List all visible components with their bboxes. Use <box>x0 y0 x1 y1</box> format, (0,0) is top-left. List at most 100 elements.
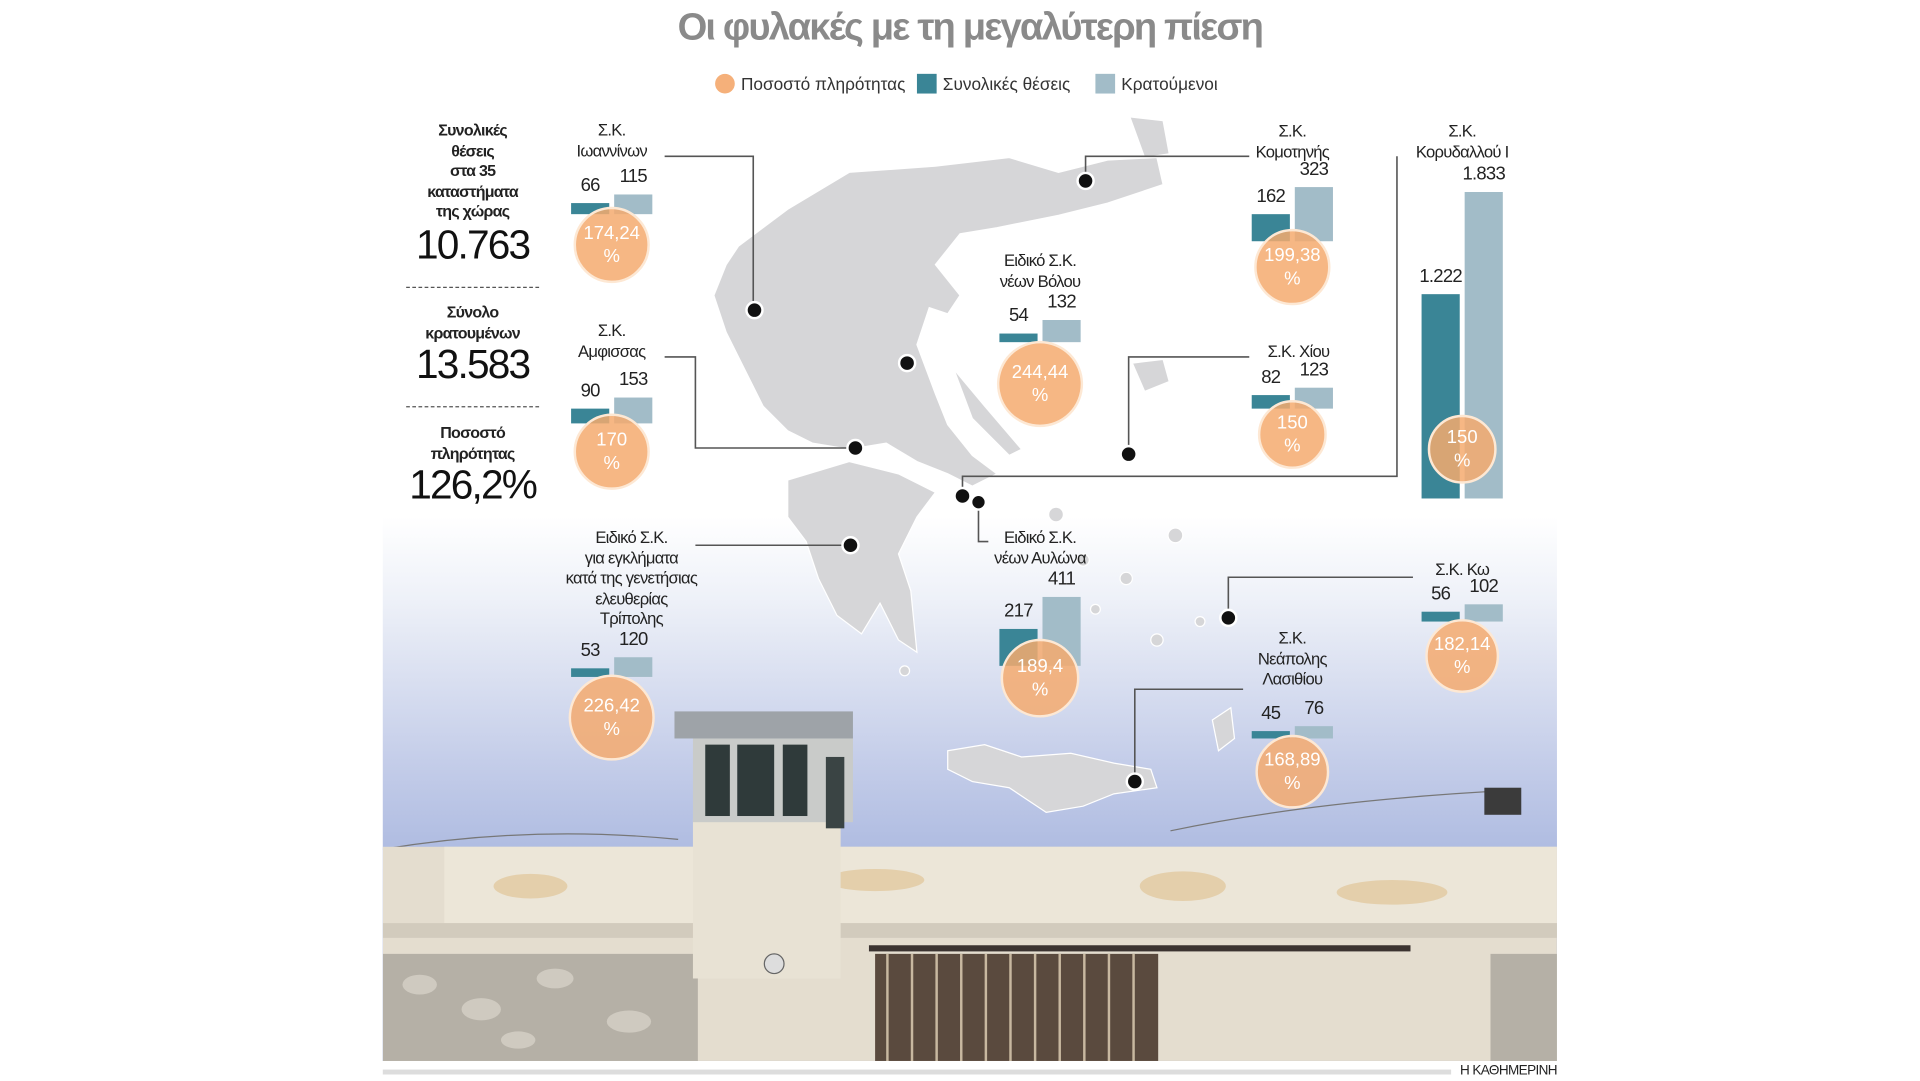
rhodes <box>1211 706 1236 752</box>
marker-chios <box>1119 444 1138 464</box>
capacity-value-label: 90 <box>580 380 601 401</box>
occupancy-value: 199,38 <box>1264 244 1321 266</box>
occupancy-circle: 150% <box>1427 414 1497 484</box>
inmates-value-label: 132 <box>1047 291 1076 313</box>
legend-item-occupancy: Ποσοστό πληρότητας <box>715 73 905 94</box>
occupancy-circle: 150% <box>1257 400 1327 469</box>
capacity-value-label: 82 <box>1261 366 1281 388</box>
prison-name: Σ.Κ. Ιωαννίνων <box>489 121 735 162</box>
marker-komotini <box>1076 171 1095 191</box>
prison-name-line: Ειδικό Σ.Κ. <box>1003 528 1077 547</box>
inmates-label: Σύνολο κρατουμένων <box>406 303 539 344</box>
prison-name: Σ.Κ. Κομοτηνής <box>1169 122 1415 163</box>
capacity-value-label: 53 <box>580 639 601 661</box>
occupancy-value: 150 <box>1276 412 1308 434</box>
prison-name: Ειδικό Σ.Κ. νέων Αυλώνα <box>917 528 1163 569</box>
legend-item-inmates: Κρατούμενοι <box>1095 73 1218 94</box>
prison-name-line: νέων Βόλου <box>999 271 1081 290</box>
capacity-value: 10.763 <box>416 221 531 268</box>
occupancy-value: 150 <box>1446 427 1478 449</box>
inmates-value-label: 153 <box>618 369 648 391</box>
occupancy-label: Ποσοστό πληρότητας <box>406 423 539 464</box>
prison-name-line: Ειδικό Σ.Κ. <box>1003 251 1077 270</box>
legend-item-capacity: Συνολικές θέσεις <box>916 73 1071 94</box>
prison-name-line: Σ.Κ. <box>1278 628 1307 648</box>
occupancy-value: 182,14 <box>1433 633 1491 655</box>
legend-circle-icon <box>715 73 735 94</box>
inmates-bar <box>1464 604 1503 622</box>
prison-name: Σ.Κ. Κορυδαλλού Ι <box>1339 122 1585 163</box>
prison-name: Ειδικό Σ.Κ. για εγκλήματα κατά της γενετήσ… <box>508 528 754 630</box>
marker-avlona <box>969 493 988 511</box>
percent-sign: % <box>1453 450 1471 472</box>
inmates-value-label: 102 <box>1469 576 1499 598</box>
prison-name-line: για εγκλήματα <box>584 548 679 567</box>
inmates-value-label: 120 <box>618 628 648 650</box>
capacity-value-label: 1.222 <box>1419 265 1462 287</box>
prison-wall-illustration <box>382 711 1557 1061</box>
marker-tripoli <box>841 536 860 555</box>
prison-name-line: Τρίπολης <box>599 609 664 628</box>
capacity-value-label: 56 <box>1431 583 1451 605</box>
inmates-bar <box>1294 725 1333 739</box>
prison-name-line: Σ.Κ. <box>1278 121 1307 141</box>
label-line: θέσεις <box>451 140 494 160</box>
label-line: της χώρας <box>435 201 510 221</box>
occupancy-value: 170 <box>596 429 628 451</box>
prison-name-line: Σ.Κ. Χίου <box>1267 342 1330 361</box>
divider <box>406 406 540 408</box>
lesvos <box>1131 358 1171 393</box>
occupancy-value: 244,44 <box>1011 361 1069 383</box>
capacity-value-label: 45 <box>1261 702 1281 724</box>
label-line: πληρότητας <box>430 443 516 463</box>
inmates-value-label: 76 <box>1304 697 1324 719</box>
capacity-bar <box>999 333 1038 343</box>
prison-name-line: Λασιθίου <box>1262 669 1323 689</box>
occupancy-circle: 199,38% <box>1254 228 1331 306</box>
prison-name: Σ.Κ. Κω <box>1339 560 1585 580</box>
percent-sign: % <box>1031 679 1049 701</box>
percent-sign: % <box>603 246 620 268</box>
mainland-greece <box>713 156 1164 487</box>
inmates-value-label: 323 <box>1299 158 1329 180</box>
occupancy-circle: 226,42% <box>568 674 655 761</box>
occupancy-circle: 168,89% <box>1255 734 1330 809</box>
occupancy-circle: 170% <box>573 413 650 490</box>
location-markers <box>745 171 1238 791</box>
chart-title: Οι φυλακές με τη μεγαλύτερη πίεση <box>677 4 1264 49</box>
capacity-bar <box>1251 730 1290 739</box>
inmates-bar <box>1042 320 1081 343</box>
prison-name-line: νέων Αυλώνα <box>994 548 1086 567</box>
occupancy-circle: 244,44% <box>996 340 1084 428</box>
capacity-value-label: 217 <box>1004 601 1033 623</box>
capacity-label: Συνολικές θέσεις στα 35 καταστήματα της … <box>406 121 539 223</box>
inmates-bar <box>614 656 653 677</box>
footer-rule <box>382 1069 1452 1075</box>
prison-name-line: Σ.Κ. <box>597 321 626 340</box>
publisher-credit: Η ΚΑΘΗΜΕΡΙΝΗ <box>1460 1063 1558 1079</box>
inmates-value-label: 123 <box>1299 359 1329 381</box>
legend-square-icon <box>1095 73 1116 94</box>
occupancy-value: 189,4 <box>1016 656 1064 677</box>
marker-volos <box>897 353 917 373</box>
legend-label: Συνολικές θέσεις <box>942 73 1071 94</box>
prison-name-line: Σ.Κ. <box>597 120 626 140</box>
marker-kos <box>1219 608 1238 628</box>
prison-photo-background <box>382 516 1557 1061</box>
occupancy-value: 226,42 <box>583 695 640 717</box>
label-line: Συνολικές <box>438 120 507 140</box>
percent-sign: % <box>603 452 620 474</box>
capacity-bar <box>571 203 610 215</box>
capacity-value-label: 162 <box>1256 185 1286 207</box>
prison-name-line: Αμφισσας <box>578 341 646 361</box>
prison-name-line: Κομοτηνής <box>1255 142 1330 161</box>
inmates-value: 13.583 <box>416 340 531 387</box>
label-line: στα 35 <box>449 161 496 180</box>
occupancy-value: 168,89 <box>1264 749 1321 771</box>
inmates-value-label: 411 <box>1047 568 1076 590</box>
prison-name-line: ελευθερίας <box>595 588 668 608</box>
prison-name-line: Σ.Κ. Κω <box>1435 560 1490 579</box>
occupancy-circle: 174,24% <box>573 206 650 284</box>
euboea <box>953 368 1023 457</box>
